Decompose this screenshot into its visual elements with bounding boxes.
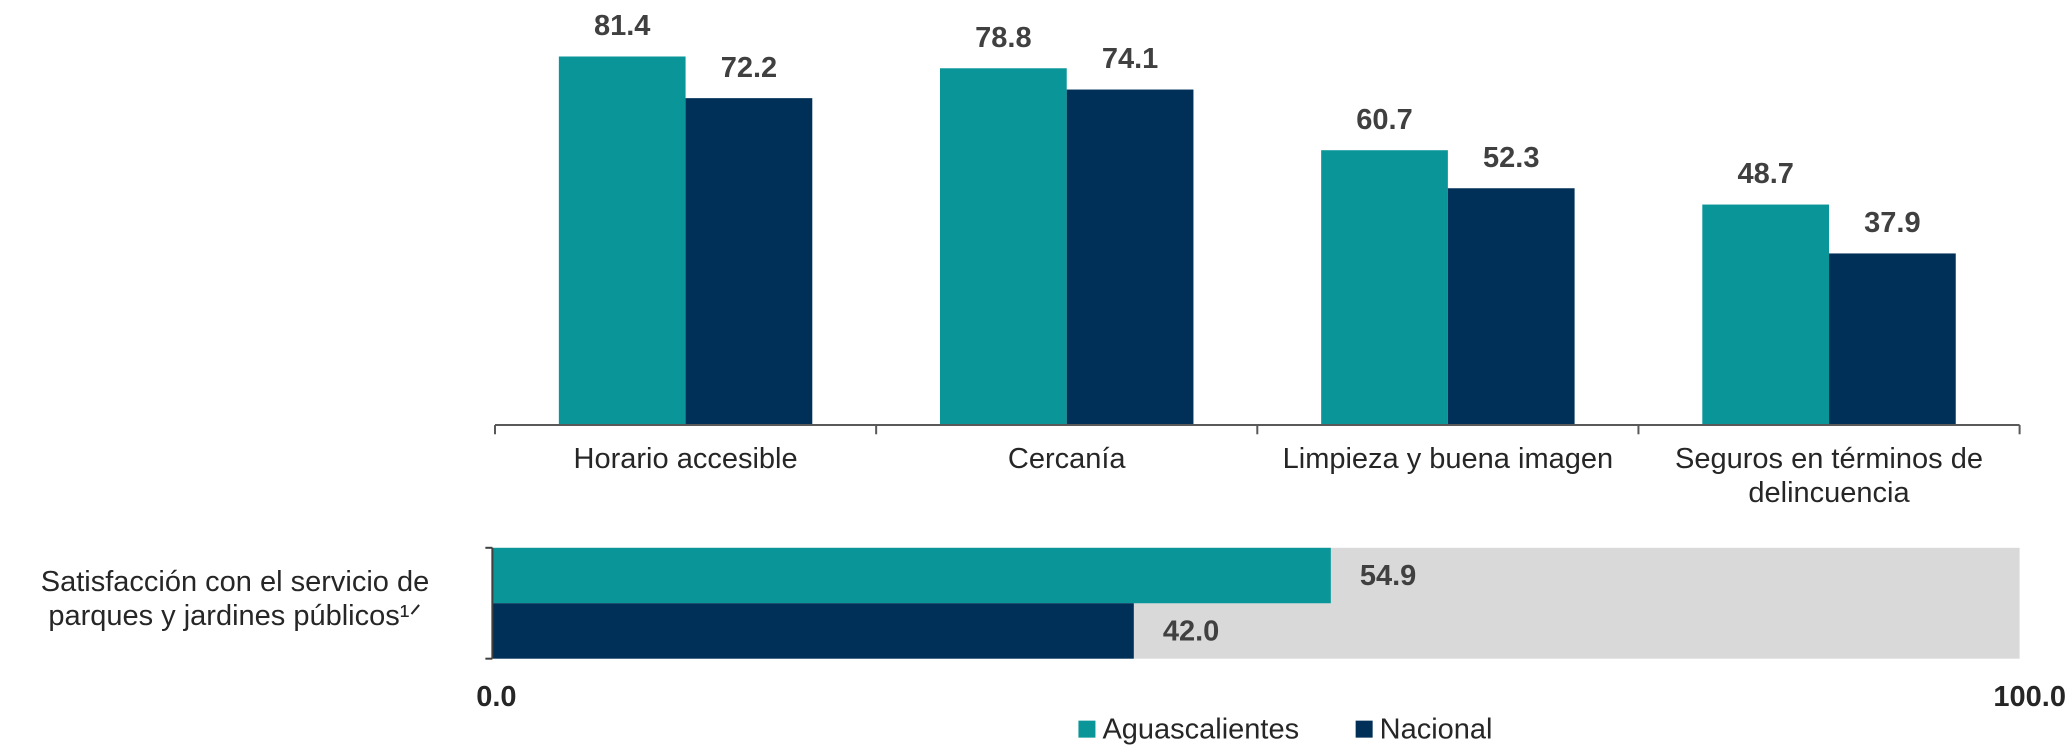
data-label: 74.1 <box>1102 43 1158 75</box>
legend-label: Nacional <box>1380 713 1493 745</box>
x-tick-label: Horario accesible <box>573 443 798 476</box>
bar <box>492 547 1331 604</box>
y-tick-label: Satisfacción con el servicio de parques … <box>40 566 430 633</box>
x-tick-label-box: Horario accesible <box>573 443 798 476</box>
data-label: 42.0 <box>1163 616 1219 648</box>
data-label: 48.7 <box>1737 158 1793 190</box>
bar <box>1066 89 1194 426</box>
x-tick-label: 100.0 <box>1993 681 2066 713</box>
x-tick-label: 0.0 <box>476 681 516 713</box>
bar <box>1829 253 1956 426</box>
x-tick-label: Limpieza y buena imagen <box>1282 443 1614 476</box>
x-tick-label-box: Limpieza y buena imagen <box>1282 443 1614 476</box>
data-label: 81.4 <box>594 10 650 42</box>
x-tick-label-box: Cercanía <box>1007 443 1126 476</box>
data-label: 37.9 <box>1864 207 1920 239</box>
data-label: 78.8 <box>975 22 1031 54</box>
x-tick-label-box: Seguros en términos de delincuencia <box>1675 443 1983 510</box>
y-tick-label-box: Satisfacción con el servicio de parques … <box>40 566 430 633</box>
bar <box>940 68 1067 426</box>
bar <box>685 98 813 426</box>
data-label: 72.2 <box>721 52 777 84</box>
bar <box>558 56 686 426</box>
legend-label: Aguascalientes <box>1102 713 1299 745</box>
x-tick-label: Seguros en términos de delincuencia <box>1675 443 1983 510</box>
legend-swatch <box>1078 720 1096 738</box>
bar <box>1702 204 1830 426</box>
bar <box>492 603 1134 659</box>
bar <box>1321 150 1448 426</box>
bar <box>1447 188 1575 426</box>
legend-swatch <box>1355 720 1373 738</box>
x-tick-label: Cercanía <box>1007 443 1126 476</box>
data-label: 54.9 <box>1360 560 1416 592</box>
data-label: 52.3 <box>1483 142 1539 174</box>
data-label: 60.7 <box>1356 104 1412 136</box>
